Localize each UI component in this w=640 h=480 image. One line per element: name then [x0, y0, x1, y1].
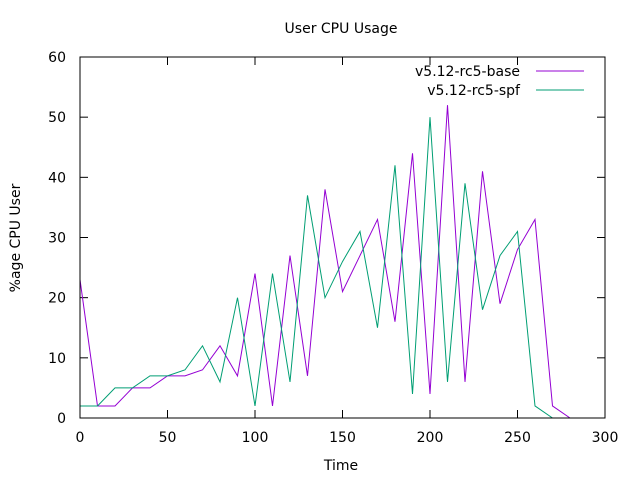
x-tick-label: 50	[159, 430, 177, 446]
x-tick-label: 200	[417, 430, 444, 446]
x-tick-label: 300	[592, 430, 619, 446]
y-tick-label: 0	[57, 411, 66, 427]
y-tick-label: 50	[48, 110, 66, 126]
series-line-2	[80, 117, 553, 419]
y-tick-label: 60	[48, 50, 66, 66]
x-tick-label: 0	[76, 430, 85, 446]
x-axis-label: Time	[323, 458, 358, 474]
y-tick-label: 20	[48, 291, 66, 307]
legend-label: v5.12-rc5-spf	[427, 83, 521, 99]
x-tick-label: 250	[504, 430, 531, 446]
y-tick-label: 10	[48, 351, 66, 367]
x-tick-label: 100	[242, 430, 269, 446]
series-line-1	[79, 105, 571, 419]
x-tick-label: 150	[329, 430, 356, 446]
legend: v5.12-rc5-base v5.12-rc5-spf	[415, 64, 584, 99]
y-tick-label: 40	[48, 170, 66, 186]
chart-title: User CPU Usage	[285, 21, 398, 37]
plot-frame	[79, 56, 606, 419]
legend-label: v5.12-rc5-base	[415, 64, 520, 80]
series-lines	[79, 105, 571, 419]
y-axis-label: %age CPU User	[8, 183, 24, 292]
y-tick-label: 30	[48, 231, 66, 247]
axis-ticks: 0 50 100 150 200 250 300 0 10 20 30 40 50 60	[48, 50, 618, 446]
